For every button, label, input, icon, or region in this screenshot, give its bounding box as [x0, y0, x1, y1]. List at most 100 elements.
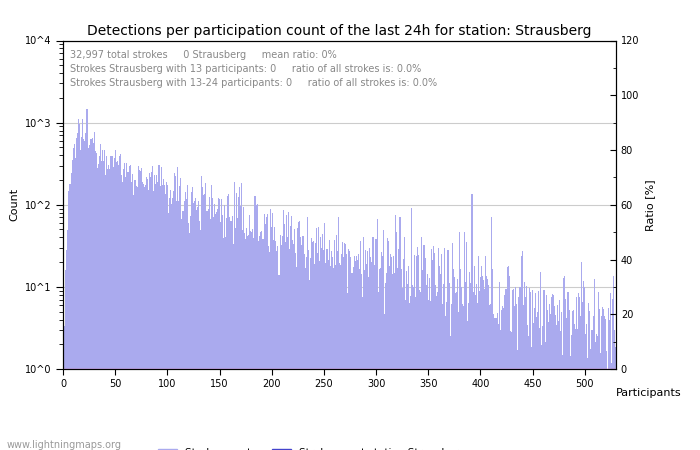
Bar [443, 284, 444, 450]
Bar [256, 204, 258, 450]
Bar [498, 282, 500, 450]
Bar [574, 324, 575, 450]
Bar [374, 265, 375, 450]
Bar [215, 214, 216, 450]
Bar [409, 303, 410, 450]
Bar [262, 239, 264, 450]
Bar [205, 183, 206, 450]
Bar [109, 169, 111, 450]
Bar [442, 304, 443, 450]
Bar [188, 223, 189, 450]
Bar [176, 201, 177, 450]
Bar [122, 182, 123, 450]
Bar [187, 185, 188, 450]
Bar [143, 184, 144, 450]
Bar [389, 266, 390, 450]
Bar [473, 292, 474, 450]
Bar [428, 278, 430, 450]
Bar [74, 144, 75, 450]
Bar [457, 279, 458, 450]
Bar [600, 353, 601, 450]
Bar [311, 238, 312, 450]
Bar [585, 334, 587, 450]
Bar [107, 169, 108, 450]
Bar [460, 269, 461, 450]
Bar [570, 335, 572, 450]
Bar [612, 299, 613, 450]
Bar [342, 242, 343, 450]
Bar [274, 226, 275, 450]
Bar [480, 278, 481, 450]
Bar [610, 293, 611, 450]
Bar [502, 306, 503, 450]
Bar [149, 173, 150, 450]
Bar [185, 192, 186, 450]
Bar [527, 325, 528, 450]
Bar [372, 237, 373, 450]
Bar [226, 218, 228, 450]
Bar [70, 184, 71, 450]
Bar [435, 285, 436, 450]
Bar [237, 218, 238, 450]
Bar [298, 222, 300, 450]
Bar [521, 256, 522, 450]
Bar [111, 156, 113, 450]
Bar [90, 140, 91, 450]
Bar [575, 328, 576, 450]
Bar [316, 228, 317, 450]
Bar [85, 133, 87, 450]
Bar [97, 168, 98, 450]
Bar [551, 297, 552, 450]
Bar [464, 232, 466, 450]
Bar [68, 191, 69, 450]
Bar [179, 186, 181, 450]
Bar [197, 207, 198, 450]
Bar [489, 306, 490, 450]
Bar [553, 294, 554, 450]
Bar [123, 169, 124, 450]
Bar [375, 239, 377, 450]
Bar [105, 175, 106, 450]
Bar [576, 297, 577, 450]
Bar [528, 336, 529, 450]
Bar [346, 254, 347, 450]
Bar [315, 243, 316, 450]
Bar [92, 143, 94, 450]
Bar [347, 292, 349, 450]
Bar [534, 308, 535, 450]
Bar [370, 257, 371, 450]
Bar [486, 276, 487, 450]
Bar [195, 198, 196, 450]
Bar [242, 230, 243, 450]
Bar [323, 250, 324, 450]
Bar [451, 304, 452, 450]
Bar [87, 109, 88, 450]
Bar [509, 276, 510, 450]
Bar [309, 280, 310, 450]
Bar [537, 312, 538, 450]
Bar [245, 239, 246, 450]
Bar [577, 328, 578, 450]
Bar [223, 238, 224, 450]
Bar [394, 273, 395, 450]
Bar [433, 246, 434, 450]
Bar [320, 237, 321, 450]
Bar [167, 185, 168, 450]
Bar [173, 191, 174, 450]
Bar [587, 358, 588, 450]
Bar [310, 258, 311, 450]
Bar [504, 295, 505, 450]
Bar [154, 175, 155, 450]
Bar [344, 243, 345, 450]
Bar [556, 325, 557, 450]
Bar [130, 165, 132, 450]
Bar [206, 211, 207, 450]
Bar [166, 182, 167, 450]
Bar [246, 228, 247, 450]
Bar [172, 198, 173, 450]
Bar [588, 303, 589, 450]
Bar [529, 288, 530, 450]
Bar [543, 290, 545, 450]
Bar [356, 256, 357, 450]
Bar [554, 306, 555, 450]
